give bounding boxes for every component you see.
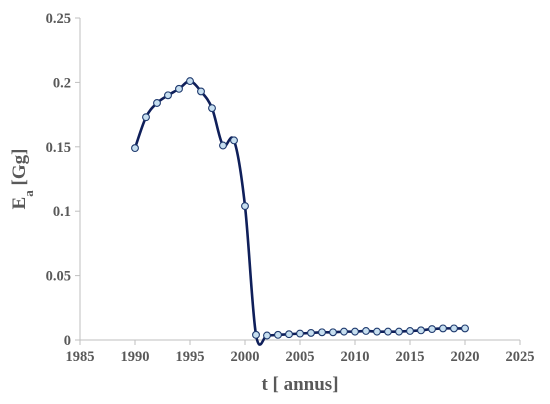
- data-point: [362, 327, 370, 335]
- data-point: [164, 91, 172, 100]
- data-point: [230, 136, 238, 145]
- data-point: [219, 141, 227, 150]
- data-point: [384, 327, 392, 336]
- data-point: [395, 327, 403, 336]
- data-point: [153, 99, 161, 107]
- x-tick-label: 2005: [286, 349, 315, 365]
- y-axis-title-unit: [Gg]: [9, 149, 30, 191]
- y-tick-label: 0.05: [46, 269, 71, 285]
- data-point: [142, 113, 150, 122]
- data-point: [296, 329, 304, 338]
- y-tick-label: 0.2: [53, 75, 71, 91]
- x-tick-label: 1985: [66, 349, 95, 365]
- series-layer: [131, 77, 469, 346]
- data-point: [417, 326, 425, 335]
- y-tick-label: 0.25: [46, 11, 71, 27]
- data-point: [340, 327, 348, 336]
- series-line: [133, 79, 467, 346]
- data-point: [406, 327, 414, 335]
- x-tick-label: 1995: [176, 349, 205, 365]
- x-ticks: 1985 1990 1995 2000 2005 2010 2015 2020 2025: [66, 340, 535, 365]
- x-tick-label: 2025: [506, 349, 535, 365]
- data-point: [329, 328, 337, 337]
- data-point: [318, 328, 326, 337]
- y-tick-label: 0.1: [53, 204, 71, 220]
- data-point: [175, 84, 183, 93]
- x-tick-label: 2010: [341, 349, 370, 365]
- data-point: [450, 324, 458, 333]
- data-point: [263, 331, 271, 340]
- data-point: [285, 330, 293, 339]
- data-point: [307, 328, 315, 337]
- data-point: [241, 202, 249, 210]
- x-axis-title: t [ annus]: [261, 374, 338, 395]
- y-tick-label: 0: [64, 333, 71, 349]
- data-point: [252, 330, 260, 339]
- data-point: [439, 324, 447, 333]
- data-point: [351, 327, 359, 336]
- data-point: [186, 77, 194, 86]
- y-axis-title: Ea [Gg]: [9, 149, 36, 210]
- x-tick-label: 2000: [231, 349, 260, 365]
- y-axis-title-main: E: [9, 197, 30, 210]
- y-tick-label: 0.15: [46, 140, 71, 156]
- data-point: [197, 87, 205, 96]
- y-axis-title-subscript: a: [21, 190, 36, 197]
- x-tick-label: 2020: [451, 349, 480, 365]
- y-ticks: 0 0.05 0.1 0.15 0.2 0.25: [46, 11, 80, 349]
- axes: [79, 18, 520, 341]
- data-point: [274, 330, 282, 339]
- data-point: [461, 324, 469, 333]
- x-tick-label: 1990: [121, 349, 150, 365]
- data-point: [373, 327, 381, 336]
- data-point: [131, 144, 139, 153]
- data-point: [208, 104, 216, 113]
- data-point: [428, 325, 436, 334]
- x-tick-label: 2015: [396, 349, 425, 365]
